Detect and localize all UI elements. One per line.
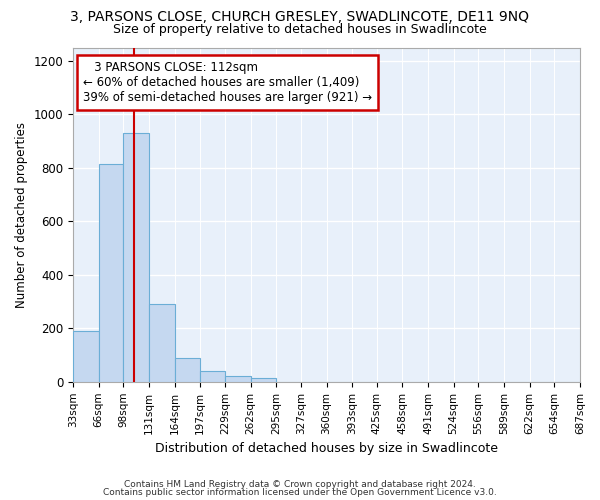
- Bar: [73, 331, 98, 382]
- Bar: [149, 304, 175, 382]
- Bar: [175, 358, 200, 382]
- Bar: [98, 164, 124, 382]
- Bar: [225, 376, 251, 382]
- X-axis label: Distribution of detached houses by size in Swadlincote: Distribution of detached houses by size …: [155, 442, 498, 455]
- Text: 3 PARSONS CLOSE: 112sqm
← 60% of detached houses are smaller (1,409)
39% of semi: 3 PARSONS CLOSE: 112sqm ← 60% of detache…: [83, 61, 372, 104]
- Bar: [124, 133, 149, 382]
- Text: 3, PARSONS CLOSE, CHURCH GRESLEY, SWADLINCOTE, DE11 9NQ: 3, PARSONS CLOSE, CHURCH GRESLEY, SWADLI…: [71, 10, 530, 24]
- Bar: [200, 371, 225, 382]
- Text: Contains HM Land Registry data © Crown copyright and database right 2024.: Contains HM Land Registry data © Crown c…: [124, 480, 476, 489]
- Text: Size of property relative to detached houses in Swadlincote: Size of property relative to detached ho…: [113, 22, 487, 36]
- Bar: [251, 378, 276, 382]
- Y-axis label: Number of detached properties: Number of detached properties: [15, 122, 28, 308]
- Text: Contains public sector information licensed under the Open Government Licence v3: Contains public sector information licen…: [103, 488, 497, 497]
